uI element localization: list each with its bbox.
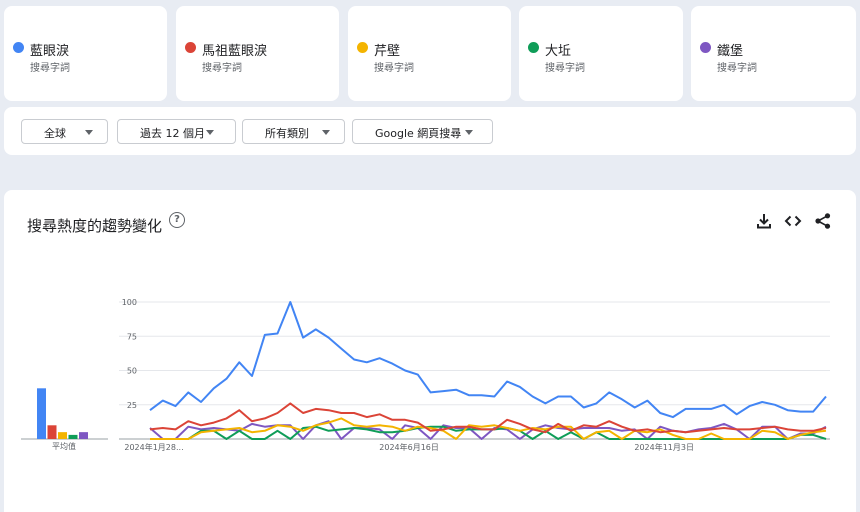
term-card-1[interactable]: 藍眼淚 搜尋字詞 — [4, 6, 167, 101]
chevron-down-icon — [465, 130, 473, 135]
series-line[interactable] — [149, 402, 827, 434]
y-tick-label: 100 — [122, 298, 137, 307]
series-line[interactable] — [149, 301, 827, 419]
term-color-dot — [13, 42, 24, 53]
average-label: 平均值 — [52, 442, 76, 451]
region-label: 全球 — [44, 127, 66, 140]
term-name: 馬祖藍眼淚 — [202, 44, 268, 59]
series-line[interactable] — [150, 417, 827, 440]
term-card-4[interactable]: 大坵 搜尋字詞 — [519, 6, 683, 101]
time-range-label: 過去 12 個月 — [140, 127, 205, 140]
term-type-label: 搜尋字詞 — [717, 63, 757, 74]
term-color-dot — [357, 42, 368, 53]
term-color-dot — [528, 42, 539, 53]
series-line[interactable] — [149, 420, 827, 440]
term-type-label: 搜尋字詞 — [202, 63, 242, 74]
share-icon[interactable] — [814, 212, 832, 230]
average-bar[interactable] — [58, 432, 67, 439]
term-type-label: 搜尋字詞 — [30, 63, 70, 74]
chevron-down-icon — [85, 130, 93, 135]
term-name: 大坵 — [545, 44, 572, 59]
term-card-5[interactable]: 鐵堡 搜尋字詞 — [691, 6, 856, 101]
trend-chart: 100 75 50 25 2024年1月28... 2024年6月16日 2024年11月3… — [21, 298, 830, 452]
term-name: 鐵堡 — [717, 44, 744, 59]
y-tick-label: 25 — [127, 401, 137, 410]
average-bar[interactable] — [79, 432, 88, 439]
search-type-dropdown[interactable]: Google 網頁搜尋 — [352, 119, 493, 144]
term-type-label: 搜尋字詞 — [545, 63, 585, 74]
interest-over-time-panel: 搜尋熱度的趨勢變化 ? 100 75 50 25 2024年1月28... 2024年6月… — [4, 190, 856, 512]
average-bar[interactable] — [47, 425, 57, 439]
search-type-label: Google 網頁搜尋 — [375, 127, 462, 140]
term-color-dot — [700, 42, 711, 53]
average-bar[interactable] — [37, 388, 46, 439]
region-dropdown[interactable]: 全球 — [21, 119, 108, 144]
y-tick-label: 75 — [127, 332, 137, 341]
y-tick-label: 50 — [127, 367, 137, 376]
category-label: 所有類別 — [265, 127, 309, 140]
help-circle-icon[interactable]: ? — [169, 212, 185, 228]
x-tick-label: 2024年1月28... — [124, 442, 183, 452]
time-range-dropdown[interactable]: 過去 12 個月 — [117, 119, 236, 144]
term-color-dot — [185, 42, 196, 53]
x-tick-label: 2024年11月3日 — [634, 442, 694, 452]
chevron-down-icon — [206, 130, 214, 135]
x-tick-label: 2024年6月16日 — [379, 442, 439, 452]
download-icon[interactable] — [755, 212, 773, 230]
panel-title: 搜尋熱度的趨勢變化 — [27, 217, 163, 235]
term-card-3[interactable]: 芹壁 搜尋字詞 — [348, 6, 511, 101]
term-type-label: 搜尋字詞 — [374, 63, 414, 74]
chevron-down-icon — [322, 130, 330, 135]
term-name: 藍眼淚 — [30, 44, 70, 59]
search-terms-bar: 藍眼淚 搜尋字詞 馬祖藍眼淚 搜尋字詞 芹壁 搜尋字詞 大坵 搜尋字詞 鐵堡 搜… — [4, 6, 856, 101]
term-name: 芹壁 — [374, 44, 401, 59]
term-card-2[interactable]: 馬祖藍眼淚 搜尋字詞 — [176, 6, 339, 101]
average-bar[interactable] — [68, 434, 78, 439]
category-dropdown[interactable]: 所有類別 — [242, 119, 345, 144]
embed-code-icon[interactable] — [784, 212, 802, 230]
filter-bar: 全球 過去 12 個月 所有類別 Google 網頁搜尋 — [4, 107, 856, 155]
